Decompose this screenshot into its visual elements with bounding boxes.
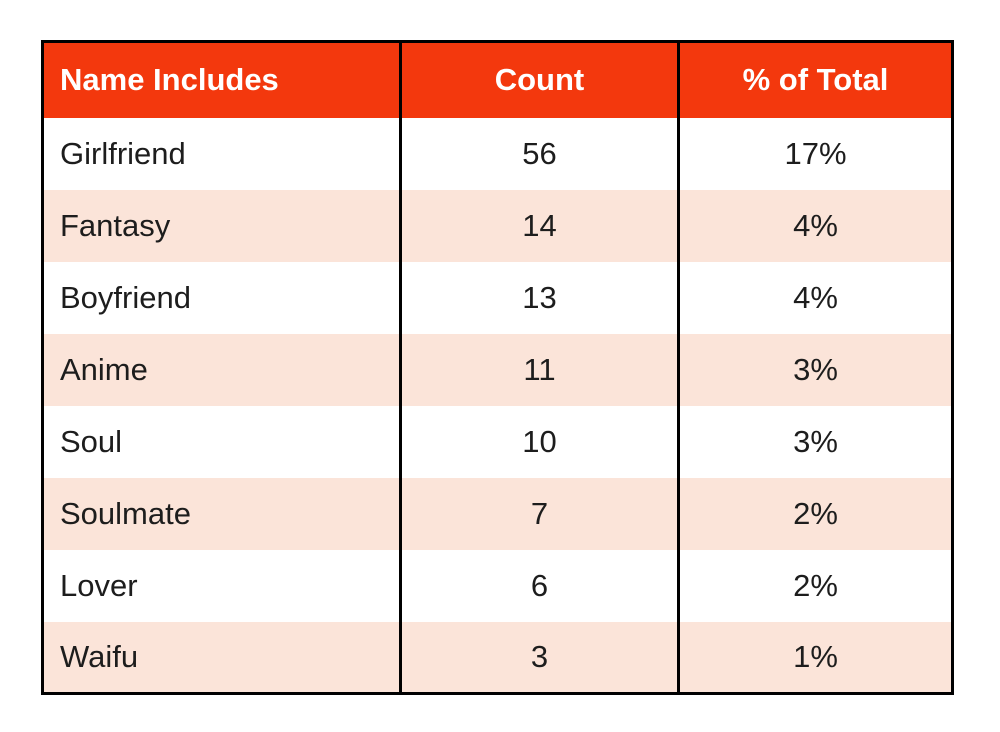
table-row: Soulmate 7 2%: [41, 477, 954, 550]
percent-cell: 3%: [677, 333, 954, 406]
header-count: Count: [399, 41, 680, 118]
table-body: Girlfriend 56 17% Fantasy 14 4% Boyfriend 13 4% A…: [41, 117, 954, 694]
table-row: Anime 11 3%: [41, 333, 954, 406]
table-row: Waifu 3 1%: [41, 621, 954, 694]
count-cell: 14: [399, 189, 680, 262]
table-row: Girlfriend 56 17%: [41, 117, 954, 190]
percent-cell: 2%: [677, 549, 954, 622]
table-row: Fantasy 14 4%: [41, 189, 954, 262]
percent-cell: 2%: [677, 477, 954, 550]
header-percent-of-total: % of Total: [677, 41, 954, 118]
name-cell: Soulmate: [41, 477, 402, 550]
count-cell: 10: [399, 405, 680, 478]
count-cell: 56: [399, 117, 680, 190]
table-header: Name Includes Count % of Total: [41, 41, 954, 118]
count-cell: 7: [399, 477, 680, 550]
count-cell: 6: [399, 549, 680, 622]
percent-cell: 4%: [677, 261, 954, 334]
table-row: Boyfriend 13 4%: [41, 261, 954, 334]
name-cell: Lover: [41, 549, 402, 622]
percent-cell: 3%: [677, 405, 954, 478]
table-row: Soul 10 3%: [41, 405, 954, 478]
percent-cell: 4%: [677, 189, 954, 262]
percent-cell: 1%: [677, 621, 954, 694]
count-cell: 11: [399, 333, 680, 406]
header-name-includes: Name Includes: [41, 41, 402, 118]
name-cell: Waifu: [41, 621, 402, 694]
name-cell: Fantasy: [41, 189, 402, 262]
count-cell: 13: [399, 261, 680, 334]
name-frequency-table: Name Includes Count % of Total Girlfrien…: [41, 40, 954, 695]
name-cell: Boyfriend: [41, 261, 402, 334]
header-row: Name Includes Count % of Total: [41, 41, 954, 118]
count-cell: 3: [399, 621, 680, 694]
percent-cell: 17%: [677, 117, 954, 190]
name-cell: Girlfriend: [41, 117, 402, 190]
table-row: Lover 6 2%: [41, 549, 954, 622]
name-cell: Anime: [41, 333, 402, 406]
table-container: Name Includes Count % of Total Girlfrien…: [41, 40, 954, 695]
name-cell: Soul: [41, 405, 402, 478]
